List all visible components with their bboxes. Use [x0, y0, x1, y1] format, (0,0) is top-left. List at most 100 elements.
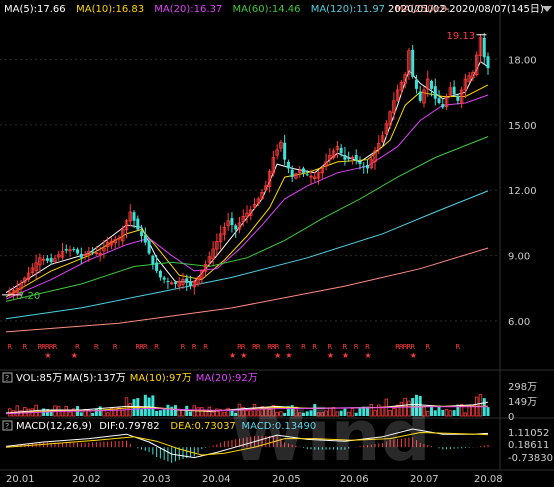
- volume-bar: [252, 403, 257, 417]
- candle-body: [347, 158, 351, 160]
- legend-item: DEA:0.73037: [170, 421, 235, 432]
- candle-body: [203, 263, 208, 272]
- candle-body: [448, 87, 453, 96]
- signal-star: ★: [342, 351, 349, 360]
- candle-body: [68, 249, 72, 252]
- signal-r: R: [271, 343, 276, 351]
- candle-body: [279, 141, 283, 149]
- candle-body: [343, 155, 347, 160]
- candle-body: [441, 104, 445, 108]
- volume-bar: [143, 394, 147, 416]
- legend-item: MA(20):16.37: [154, 4, 222, 15]
- volume-bar: [72, 408, 76, 417]
- candle-body: [388, 111, 392, 126]
- candle-body: [373, 150, 377, 163]
- candle-body: [305, 174, 309, 176]
- candle-body: [478, 37, 483, 56]
- candle-body: [407, 50, 411, 75]
- volume-bar: [350, 408, 355, 417]
- candle-body: [482, 37, 486, 58]
- candle-body: [283, 142, 287, 160]
- signal-r: R: [203, 343, 208, 351]
- date-tick-label: 20.05: [272, 474, 301, 485]
- triangle-down-icon[interactable]: [542, 6, 552, 12]
- signal-r: R: [180, 343, 185, 351]
- signal-r: R: [7, 343, 12, 351]
- candle-body: [335, 146, 340, 151]
- ma-line: [5, 136, 489, 302]
- volume-tick-label: 0: [508, 412, 514, 423]
- volume-bar: [267, 408, 272, 417]
- signal-r: R: [342, 343, 347, 351]
- candle-body: [218, 233, 223, 243]
- signal-r: R: [237, 343, 242, 351]
- volume-bar: [283, 412, 287, 416]
- price-tick-label: 6.00: [508, 317, 530, 328]
- ma-line: [5, 190, 489, 320]
- candle-body: [79, 253, 83, 258]
- volume-bar: [49, 410, 53, 416]
- candle-body: [392, 100, 396, 113]
- candle-body: [426, 78, 430, 90]
- candle-body: [189, 281, 193, 287]
- signal-r: R: [135, 343, 140, 351]
- legend-item: MA(60):14.46: [233, 4, 301, 15]
- candle-body: [422, 89, 426, 104]
- candle-body: [113, 239, 117, 244]
- candle-body: [486, 56, 490, 69]
- candle-body: [384, 123, 389, 135]
- candle-body: [249, 209, 253, 216]
- signal-r: R: [192, 343, 197, 351]
- signal-r: R: [365, 343, 370, 351]
- volume-bar: [109, 408, 114, 417]
- volume-legend: VOL:85万 MA(5):137万 MA(10):97万 MA(20):92万: [16, 373, 258, 384]
- volume-bar: [354, 412, 358, 416]
- volume-bar: [260, 406, 264, 417]
- macd-tick-label: 1.11052: [508, 428, 549, 439]
- moving-average-lines: [5, 60, 489, 333]
- price-tick-label: 15.00: [508, 121, 537, 132]
- candle-body: [215, 241, 219, 250]
- legend-item: VOL:85万: [16, 373, 62, 384]
- volume-bar: [215, 408, 219, 417]
- volume-bar: [245, 410, 249, 417]
- date-tick-label: 20.06: [340, 474, 369, 485]
- volume-bar: [294, 406, 298, 417]
- candle-body: [313, 176, 317, 180]
- legend-item: MACD:0.13490: [242, 421, 317, 432]
- candle-body: [366, 164, 369, 169]
- date-axis: 20.01 20.02 20.03 20.04 20.05 20.06 20.07 20.08: [6, 474, 503, 485]
- signal-r: R: [354, 343, 359, 351]
- volume-bar: [399, 401, 404, 417]
- signal-star: ★: [44, 351, 51, 360]
- candle-body: [173, 282, 177, 284]
- volume-bar: [249, 410, 253, 417]
- signal-r: R: [241, 343, 246, 351]
- signal-r: R: [41, 343, 46, 351]
- date-tick-label: 20.07: [410, 474, 439, 485]
- volume-bar: [189, 411, 193, 416]
- macd-tick-label: 0.18611: [508, 440, 549, 451]
- candle-body: [124, 220, 129, 231]
- price-tick-label: 12.00: [508, 186, 537, 197]
- candle-body: [328, 154, 332, 160]
- volume-bar: [185, 405, 189, 416]
- svg-text:?: ?: [5, 422, 9, 431]
- volume-bar: [414, 394, 418, 416]
- candle-body: [30, 267, 35, 274]
- candle-body: [456, 95, 460, 101]
- candle-body: [34, 262, 38, 271]
- volume-bar: [343, 408, 347, 416]
- candle-body: [475, 54, 479, 76]
- candle-body: [166, 281, 170, 283]
- candle-body: [320, 168, 325, 174]
- price-tick-label: 18.00: [508, 55, 537, 66]
- candle-body: [452, 86, 456, 95]
- signal-r: R: [275, 343, 280, 351]
- candle-body: [143, 235, 147, 243]
- candle-body: [459, 89, 464, 104]
- signal-r: R: [327, 343, 332, 351]
- volume-bar: [286, 406, 290, 416]
